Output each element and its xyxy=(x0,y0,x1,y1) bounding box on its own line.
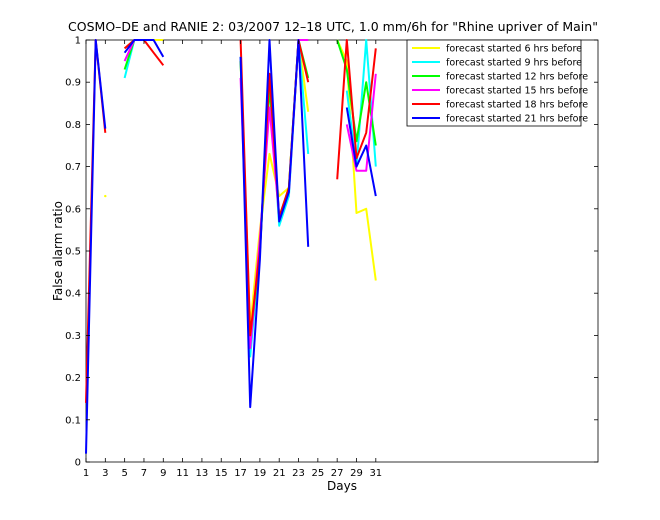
y-tick-label: 0.6 xyxy=(65,204,81,215)
y-tick-label: 0.8 xyxy=(65,120,81,131)
chart-title: COSMO–DE and RANIE 2: 03/2007 12–18 UTC,… xyxy=(68,19,598,34)
x-tick-label: 29 xyxy=(350,468,363,479)
legend-entry: forecast started 15 hrs before xyxy=(412,86,588,97)
x-tick-label: 9 xyxy=(160,468,166,479)
y-tick-label: 0.7 xyxy=(65,162,81,173)
legend-label: forecast started 12 hrs before xyxy=(446,72,588,83)
data-point xyxy=(104,194,107,198)
legend: forecast started 6 hrs before forecast st… xyxy=(406,39,588,127)
x-tick-label: 3 xyxy=(102,468,108,479)
y-axis-label: False alarm ratio xyxy=(51,201,65,301)
x-tick-label: 17 xyxy=(234,468,247,479)
series-line xyxy=(345,39,377,168)
y-tick-label: 0.2 xyxy=(65,373,81,384)
legend-label: forecast started 6 hrs before xyxy=(446,44,582,55)
series-line xyxy=(85,39,107,454)
series-line xyxy=(336,39,377,180)
series-line xyxy=(345,107,377,197)
legend-label: forecast started 18 hrs before xyxy=(446,100,588,111)
legend-box xyxy=(406,39,582,127)
y-axis: 0 0.1 0.2 0.3 0.4 0.5 0.6 0.7 0.8 0.9 1 xyxy=(65,36,598,469)
legend-entry: forecast started 6 hrs before xyxy=(412,44,582,55)
x-tick-label: 23 xyxy=(292,468,305,479)
x-tick-label: 5 xyxy=(121,468,127,479)
legend-label: forecast started 21 hrs before xyxy=(446,114,588,125)
y-tick-label: 0.4 xyxy=(65,289,81,300)
x-tick-label: 1 xyxy=(83,468,89,479)
legend-label: forecast started 15 hrs before xyxy=(446,86,588,97)
x-tick-label: 21 xyxy=(273,468,286,479)
legend-entry: forecast started 18 hrs before xyxy=(412,100,588,111)
legend-label: forecast started 9 hrs before xyxy=(446,58,582,69)
legend-entry: forecast started 21 hrs before xyxy=(412,114,588,125)
x-tick-label: 7 xyxy=(141,468,147,479)
y-tick-label: 0.3 xyxy=(65,331,81,342)
x-tick-label: 31 xyxy=(369,468,382,479)
legend-entry: forecast started 9 hrs before xyxy=(412,58,582,69)
x-tick-label: 15 xyxy=(215,468,228,479)
legend-entry: forecast started 12 hrs before xyxy=(412,72,588,83)
y-tick-label: 1 xyxy=(75,36,81,47)
x-tick-label: 19 xyxy=(254,468,267,479)
x-tick-label: 25 xyxy=(311,468,324,479)
y-tick-label: 0.9 xyxy=(65,78,81,89)
x-axis-label: Days xyxy=(327,479,357,493)
x-axis: 1 3 5 7 9 11 13 15 17 19 21 23 25 27 29 31 xyxy=(83,40,382,479)
series-line xyxy=(336,39,377,281)
x-tick-label: 11 xyxy=(176,468,189,479)
x-tick-label: 27 xyxy=(331,468,344,479)
series-line xyxy=(345,73,377,172)
y-tick-label: 0 xyxy=(75,458,81,469)
y-tick-label: 0.5 xyxy=(65,247,81,258)
y-tick-label: 0.1 xyxy=(65,415,81,426)
series-line xyxy=(239,39,310,409)
x-tick-label: 13 xyxy=(196,468,209,479)
